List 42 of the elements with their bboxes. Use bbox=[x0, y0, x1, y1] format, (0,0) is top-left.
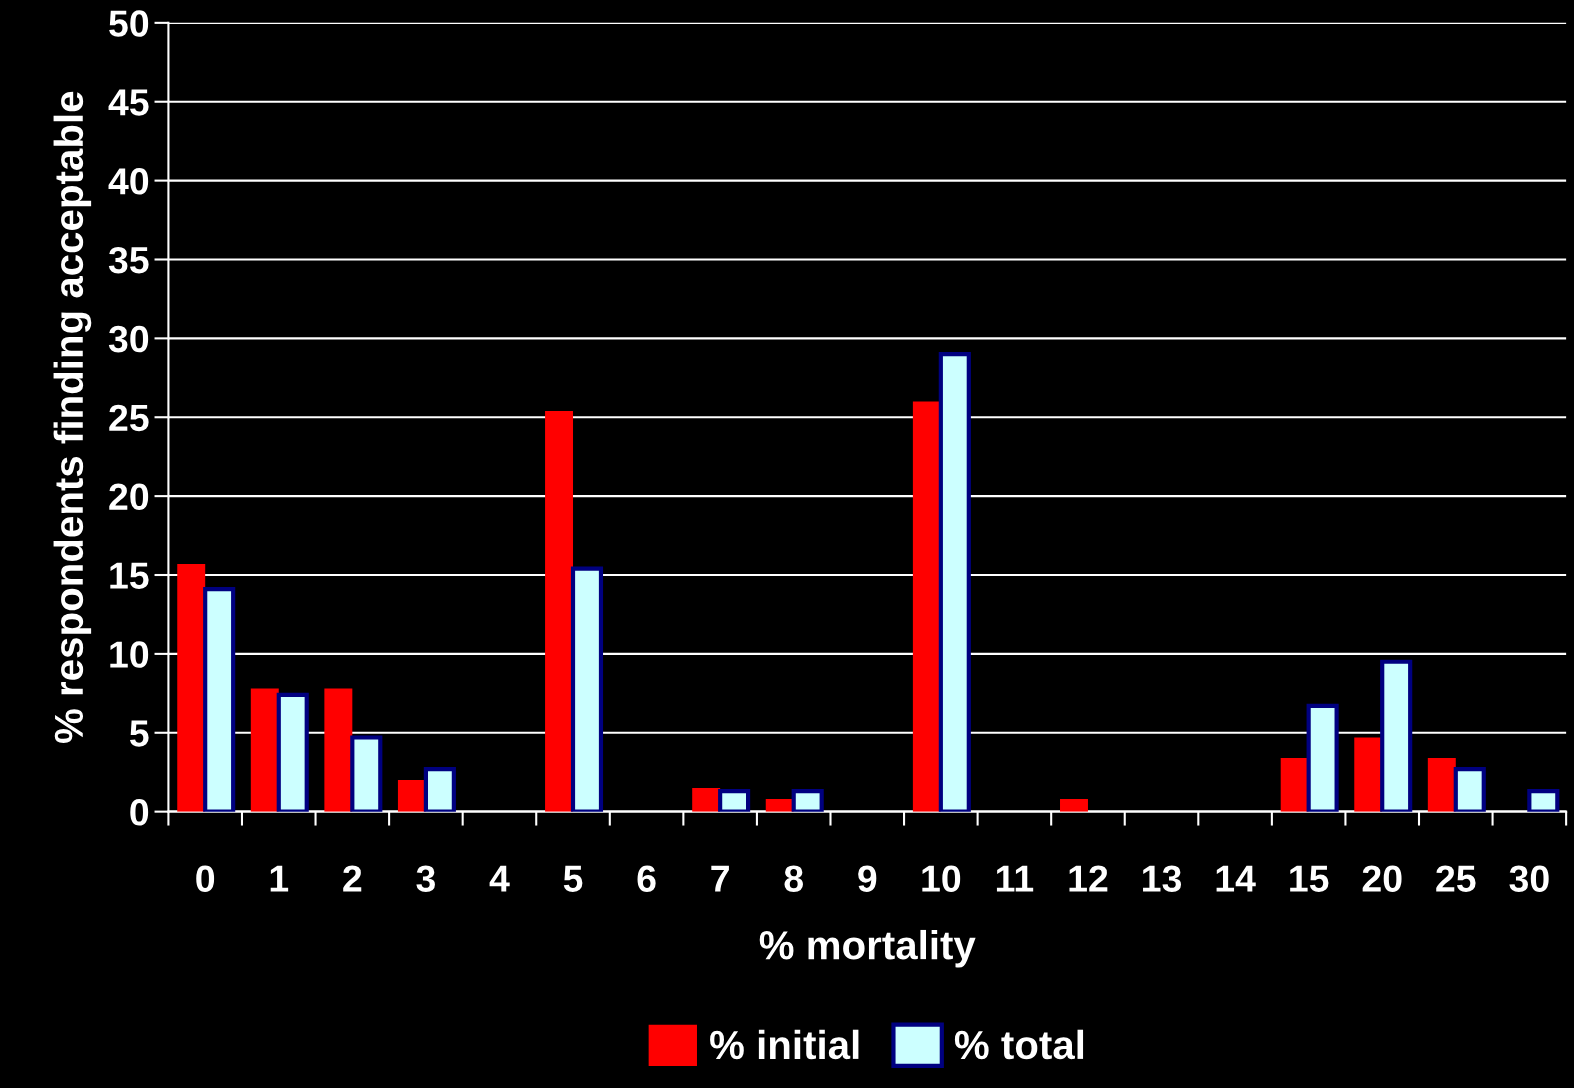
y-tick-label: 15 bbox=[110, 562, 149, 589]
x-tick-label: 15 bbox=[1290, 865, 1329, 892]
x-tick-label: 12 bbox=[1069, 865, 1108, 892]
y-tick-label: 45 bbox=[108, 89, 149, 116]
bar bbox=[250, 688, 279, 812]
bar bbox=[692, 787, 721, 812]
y-tick-label: 10 bbox=[110, 641, 149, 668]
x-tick-label: 20 bbox=[1362, 865, 1402, 892]
x-tick-label: 6 bbox=[637, 865, 656, 892]
y-tick-label: 20 bbox=[109, 483, 149, 511]
x-tick-label: 14 bbox=[1216, 865, 1256, 892]
x-tick-label: 2 bbox=[343, 865, 362, 892]
bar bbox=[1354, 737, 1383, 812]
x-tick-label: 3 bbox=[416, 865, 435, 893]
x-tick-label: 0 bbox=[196, 865, 215, 892]
y-tick-label: 50 bbox=[109, 10, 149, 37]
y-tick-label: 25 bbox=[109, 404, 149, 432]
x-tick-label: 7 bbox=[711, 865, 729, 892]
x-axis-title: % mortality bbox=[759, 929, 976, 968]
y-tick-label: 40 bbox=[108, 168, 149, 195]
y-tick-label: 35 bbox=[108, 246, 149, 274]
bar bbox=[177, 563, 206, 812]
x-tick-label: 13 bbox=[1143, 865, 1182, 893]
x-tick-label: 30 bbox=[1509, 865, 1549, 893]
x-tick-label: 9 bbox=[858, 865, 877, 892]
legend-label: % initial bbox=[710, 1029, 859, 1060]
x-tick-label: 10 bbox=[922, 865, 961, 892]
y-tick-label: 30 bbox=[108, 325, 149, 353]
x-tick-label: 4 bbox=[489, 865, 510, 892]
bar bbox=[912, 401, 941, 812]
bar bbox=[1060, 799, 1088, 812]
x-tick-label: 25 bbox=[1436, 865, 1476, 892]
y-axis-title: % respondents finding acceptable bbox=[53, 91, 92, 743]
legend-label: % total bbox=[954, 1029, 1084, 1060]
x-tick-label: 1 bbox=[270, 865, 289, 892]
y-tick-label: 5 bbox=[129, 720, 149, 747]
x-tick-label: 5 bbox=[563, 865, 583, 892]
x-tick-label: 11 bbox=[996, 865, 1034, 892]
y-tick-label: 0 bbox=[130, 799, 149, 826]
x-tick-label: 8 bbox=[784, 865, 803, 892]
bar bbox=[1280, 758, 1309, 812]
bar bbox=[324, 688, 353, 812]
